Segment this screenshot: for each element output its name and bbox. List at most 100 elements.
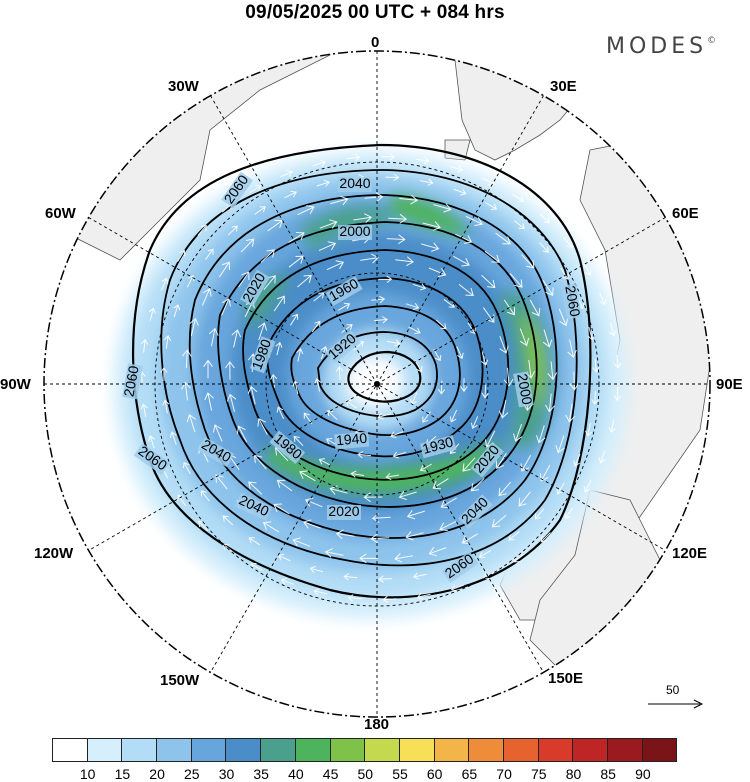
- wind-vector: [435, 319, 447, 330]
- wind-vector: [236, 425, 248, 443]
- wind-vector: [509, 273, 523, 288]
- wind-vector: [337, 302, 351, 311]
- wind-vector: [314, 378, 322, 392]
- wind-vector: [484, 250, 500, 263]
- wind-vector: [598, 450, 606, 464]
- wind-vector: [203, 359, 213, 379]
- contour-label: 2000: [339, 223, 370, 239]
- wind-vector: [316, 179, 331, 187]
- colorbar-swatch: [329, 738, 366, 762]
- wind-vector: [394, 553, 413, 563]
- wind-vector: [284, 190, 297, 199]
- wind-vector: [208, 327, 219, 347]
- wind-vector: [181, 381, 191, 401]
- wind-vector: [406, 510, 425, 520]
- wind-vector: [299, 470, 316, 482]
- wind-vector: [201, 288, 212, 306]
- colorbar-label: 80: [565, 766, 582, 782]
- contour-label: 2060: [562, 284, 583, 318]
- wind-vector: [345, 400, 357, 409]
- wind-vector: [439, 520, 457, 532]
- wind-vector: [381, 153, 396, 161]
- wind-vector: [288, 232, 305, 243]
- wind-vector: [215, 474, 228, 490]
- wind-vector: [540, 532, 551, 543]
- wind-vector: [461, 533, 479, 545]
- wind-vector: [563, 237, 573, 249]
- wind-vector: [318, 458, 332, 466]
- wind-vector: [200, 490, 210, 502]
- contour-label: 2000: [514, 372, 535, 406]
- colorbar-swatch: [433, 738, 470, 762]
- wind-vector: [542, 279, 554, 297]
- wind-vector: [569, 371, 580, 391]
- wind-vector: [398, 490, 417, 501]
- wind-vector: [204, 248, 214, 260]
- wind-vector: [357, 451, 372, 459]
- wind-vector: [453, 255, 470, 267]
- contour-label: 2020: [328, 503, 359, 519]
- wind-vector: [470, 416, 479, 429]
- colorbar-swatch: [641, 738, 678, 762]
- wind-vector: [335, 529, 355, 540]
- wind-vector: [592, 358, 600, 373]
- wind-vector: [408, 326, 421, 334]
- wind-vector: [182, 461, 191, 475]
- wind-vector: [513, 220, 525, 230]
- wind-vector: [227, 225, 238, 236]
- wind-vector: [481, 384, 489, 399]
- wind-vector: [326, 260, 345, 271]
- wind-vector: [412, 572, 427, 580]
- wind-vector: [160, 367, 168, 382]
- wind-vector: [297, 205, 315, 216]
- reference-vector-label: 50: [666, 683, 680, 697]
- wind-vector: [419, 178, 434, 186]
- colorbar-swatch: [398, 738, 435, 762]
- wind-vector: [547, 361, 558, 381]
- wind-vector: [495, 232, 511, 245]
- wind-vector: [304, 497, 323, 508]
- wind-vector: [491, 514, 507, 528]
- wind-vector: [428, 547, 447, 557]
- colorbar-label: 90: [635, 766, 651, 782]
- land-eurasia-east: [499, 139, 710, 621]
- colorbar-swatch: [225, 738, 262, 762]
- wind-vector: [386, 234, 406, 245]
- wind-vector: [262, 521, 280, 533]
- wind-vector: [382, 595, 397, 604]
- wind-vector: [583, 480, 592, 493]
- map-outline: [43, 50, 711, 718]
- wind-vector: [539, 242, 549, 253]
- wind-vector: [481, 177, 495, 186]
- wind-vector: [388, 213, 408, 224]
- wind-vector: [558, 308, 569, 327]
- colorbar-swatch: [364, 738, 400, 762]
- wind-vector: [521, 254, 535, 269]
- wind-vector: [536, 425, 546, 444]
- wind-vector: [350, 470, 365, 478]
- wind-vector: [148, 435, 155, 449]
- wind-vector: [508, 531, 520, 541]
- wind-vector: [378, 575, 392, 583]
- colorbar-label: 35: [253, 766, 269, 782]
- wind-vector: [148, 307, 156, 321]
- colorbar-swatch: [572, 738, 608, 762]
- wind-vector: [565, 403, 576, 423]
- colorbar-label: 25: [184, 766, 200, 782]
- wind-vector: [254, 206, 266, 215]
- wind-vector: [177, 249, 186, 262]
- pole-marker: [374, 381, 380, 387]
- contour-label: 2040: [339, 175, 370, 191]
- colorbar-swatch: [121, 738, 158, 762]
- lon-label-90e: 90E: [716, 376, 743, 393]
- contour-label: 1930: [421, 433, 455, 457]
- wind-vector: [545, 393, 555, 413]
- wind-vector: [428, 267, 447, 278]
- wind-vector: [197, 224, 207, 236]
- wind-vector: [324, 548, 344, 558]
- wind-vector: [249, 184, 262, 194]
- colorbar-swatch: [52, 738, 88, 762]
- wind-vector: [289, 313, 299, 326]
- wind-vector: [583, 263, 592, 276]
